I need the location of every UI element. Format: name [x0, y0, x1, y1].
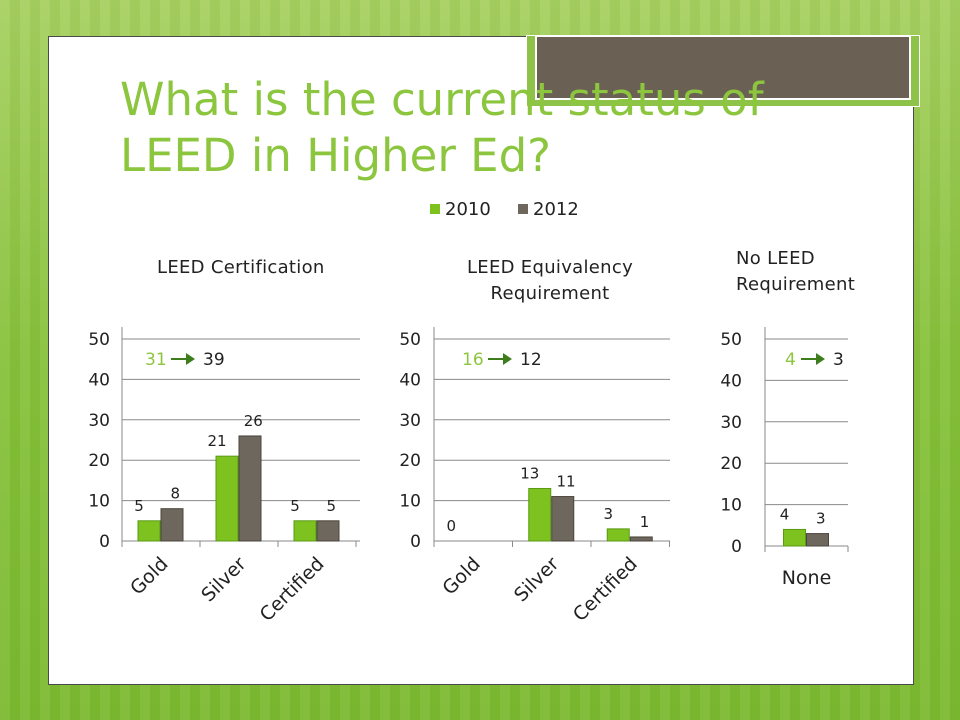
data-label: 8 — [171, 485, 181, 503]
y-tick-label: 0 — [410, 532, 421, 552]
y-tick-label: 10 — [399, 492, 421, 512]
chart-title-no-requirement: No LEED Requirement — [736, 248, 856, 295]
y-tick-label: 20 — [399, 451, 421, 471]
arrow-head-icon — [816, 353, 825, 365]
chart-title-certification: LEED Certification — [157, 257, 325, 278]
bar — [160, 508, 184, 542]
data-label: 0 — [446, 517, 456, 535]
y-tick-label: 40 — [720, 371, 742, 391]
y-tick-label: 10 — [720, 496, 742, 516]
y-tick-label: 50 — [88, 330, 110, 350]
y-tick-label: 20 — [88, 451, 110, 471]
legend-swatch-2010 — [430, 204, 440, 214]
bar — [783, 528, 806, 547]
data-label: 3 — [603, 505, 613, 523]
data-label: 1 — [640, 513, 650, 531]
summary-from-value: 4 — [785, 350, 796, 370]
slide-title: What is the current status of LEED in Hi… — [120, 73, 764, 182]
y-tick-label: 50 — [399, 330, 421, 350]
decorative-tab-inner — [535, 35, 911, 100]
summary-to-value: 12 — [520, 350, 542, 370]
y-tick-label: 40 — [88, 370, 110, 390]
bar — [629, 536, 653, 542]
arrow-head-icon — [186, 353, 195, 365]
legend-item-2010: 2010 — [430, 199, 491, 220]
y-tick-label: 30 — [88, 411, 110, 431]
bar — [293, 520, 317, 542]
y-tick-label: 30 — [399, 411, 421, 431]
bar — [551, 496, 575, 542]
legend-item-2012: 2012 — [518, 199, 579, 220]
data-label: 11 — [557, 473, 576, 491]
x-category-label: Gold — [126, 553, 172, 599]
summary-to-value: 39 — [203, 350, 225, 370]
data-label: 21 — [207, 432, 226, 450]
y-tick-label: 30 — [720, 413, 742, 433]
chart-title-equivalency: LEED Equivalency Requirement — [466, 257, 634, 304]
data-label: 4 — [780, 505, 790, 523]
summary-from-value: 16 — [462, 350, 484, 370]
summary-to-value: 3 — [833, 350, 844, 370]
y-tick-label: 0 — [99, 532, 110, 552]
legend-label-2010: 2010 — [445, 199, 491, 220]
x-category-label: None — [782, 567, 832, 589]
x-category-label: Silver — [510, 553, 563, 606]
y-tick-label: 50 — [720, 330, 742, 350]
bar — [606, 528, 630, 542]
y-tick-label: 10 — [88, 492, 110, 512]
data-label: 13 — [520, 464, 539, 482]
bar — [806, 533, 829, 547]
x-category-label: Gold — [438, 553, 484, 599]
slide-panel — [48, 35, 920, 685]
data-label: 3 — [816, 510, 826, 528]
legend-swatch-2012 — [518, 204, 528, 214]
legend-label-2012: 2012 — [533, 199, 579, 220]
data-label: 5 — [134, 497, 144, 515]
arrow-head-icon — [503, 353, 512, 365]
x-category-label: Certified — [256, 553, 329, 626]
y-tick-label: 40 — [399, 370, 421, 390]
data-label: 26 — [244, 412, 263, 430]
bar — [528, 487, 552, 542]
bar — [215, 455, 239, 542]
summary-from-value: 31 — [145, 350, 167, 370]
y-tick-label: 20 — [720, 454, 742, 474]
x-category-label: Certified — [569, 553, 642, 626]
bar — [238, 435, 262, 542]
x-category-label: Silver — [197, 553, 250, 606]
bar — [316, 520, 340, 542]
y-tick-label: 0 — [731, 537, 742, 557]
data-label: 5 — [290, 497, 300, 515]
data-label: 5 — [327, 497, 337, 515]
bar — [137, 520, 161, 542]
